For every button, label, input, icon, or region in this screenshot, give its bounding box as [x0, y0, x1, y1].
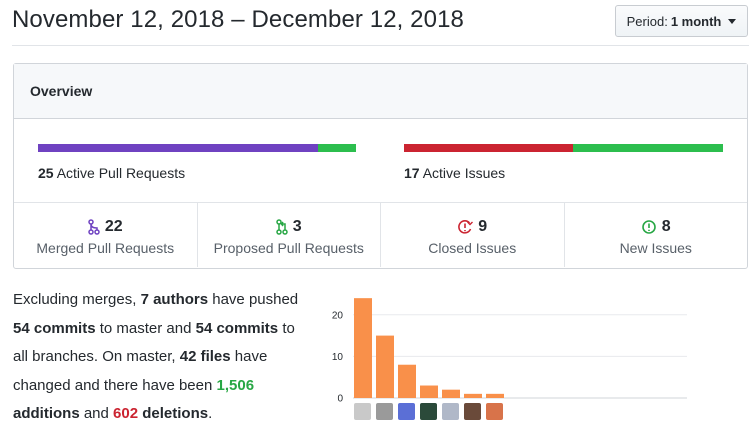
new-issues-count: 8	[661, 218, 671, 235]
closed-issues-label: Closed Issues	[428, 240, 517, 256]
author-avatar[interactable]	[354, 403, 371, 420]
overview-bars: 25 Active Pull Requests 17 Active Issues	[14, 119, 747, 203]
active-issues-link[interactable]: 17 Active Issues	[404, 165, 505, 181]
proposed-pr-label: Proposed Pull Requests	[213, 240, 364, 256]
author-avatar[interactable]	[442, 403, 459, 420]
chart-bar[interactable]	[398, 364, 416, 398]
pull-requests-progress-bar[interactable]	[38, 144, 356, 152]
summary-text-4: to all branches. On master,	[13, 319, 295, 366]
summary-text-3: to master and	[95, 319, 196, 337]
additions-word: additions	[13, 405, 80, 423]
active-pr-count: 25	[38, 165, 54, 181]
period-label: Period:	[626, 13, 668, 29]
chart-bar[interactable]	[442, 389, 460, 398]
overview-title: Overview	[14, 64, 747, 119]
merged-pr-label: Merged Pull Requests	[36, 240, 175, 256]
author-avatar[interactable]	[486, 403, 503, 420]
commits-all-branches-link[interactable]: 54 commits	[195, 319, 279, 337]
active-pr-label: Active Pull Requests	[56, 165, 186, 181]
period-dropdown-button[interactable]: Period: 1 month	[615, 5, 748, 37]
active-pull-requests-link[interactable]: 25 Active Pull Requests	[38, 165, 185, 181]
files-changed-count: 42 files	[179, 348, 231, 366]
issues-open-segment	[573, 144, 723, 152]
summary-text-6: and	[79, 405, 114, 423]
active-issues-count: 17	[404, 165, 420, 181]
y-tick-label: 20	[332, 310, 344, 321]
author-avatar[interactable]	[464, 403, 481, 420]
pr-merged-segment	[38, 144, 318, 152]
page-header: November 12, 2018 – December 12, 2018 Pe…	[12, 0, 749, 46]
author-avatars	[325, 403, 695, 421]
merged-pr-count: 22	[104, 218, 123, 235]
overview-box: Overview 25 Active Pull Requests 17 Acti…	[13, 63, 748, 269]
date-range-title: November 12, 2018 – December 12, 2018	[12, 6, 464, 33]
summary-text-5: have changed and there have been	[13, 348, 268, 394]
deletions-count: 602	[113, 405, 139, 423]
y-tick-label: 0	[337, 394, 343, 403]
chart-bar[interactable]	[464, 393, 482, 398]
summary-text-2: have pushed	[208, 291, 299, 308]
chart-bar[interactable]	[420, 385, 438, 398]
summary-text-7: .	[208, 405, 213, 423]
merged-pr-icon	[88, 219, 100, 235]
chart-bar[interactable]	[376, 335, 394, 398]
deletions-word: deletions	[142, 405, 209, 423]
issues-progress-bar[interactable]	[404, 144, 723, 152]
summary-text-1: Excluding merges,	[13, 291, 141, 308]
commits-by-author-chart: 0 10 20	[325, 290, 695, 430]
authors-count: 7 authors	[140, 291, 209, 308]
commits-chart-svg: 0 10 20	[332, 298, 687, 403]
overview-stats: 22 Merged Pull Requests 3 Proposed Pull …	[14, 203, 747, 267]
author-avatar[interactable]	[398, 403, 415, 420]
chart-bar[interactable]	[486, 393, 504, 398]
closed-issues-count: 9	[478, 218, 488, 235]
period-value: 1 month	[670, 13, 722, 29]
merged-pull-requests-stat[interactable]: 22 Merged Pull Requests	[14, 203, 198, 267]
issues-closed-segment	[404, 144, 574, 152]
caret-down-icon	[728, 18, 737, 24]
additions-count: 1,506	[216, 376, 255, 394]
new-issues-label: New Issues	[619, 240, 692, 256]
new-issues-stat[interactable]: 8 New Issues	[565, 203, 748, 267]
pr-open-segment	[317, 144, 356, 152]
new-issue-icon	[641, 220, 656, 234]
open-pr-icon	[276, 219, 288, 235]
chart-bar[interactable]	[354, 298, 372, 398]
commits-master-link[interactable]: 54 commits	[13, 319, 96, 337]
proposed-pr-count: 3	[292, 218, 302, 235]
commit-summary: Excluding merges, 7 authors have pushed …	[13, 286, 313, 429]
active-issues-label: Active Issues	[422, 165, 506, 181]
closed-issues-stat[interactable]: 9 Closed Issues	[381, 203, 565, 267]
y-tick-label: 10	[332, 352, 344, 363]
proposed-pull-requests-stat[interactable]: 3 Proposed Pull Requests	[198, 203, 381, 267]
author-avatar[interactable]	[376, 403, 393, 420]
closed-issue-icon	[458, 220, 474, 234]
author-avatar[interactable]	[420, 403, 437, 420]
